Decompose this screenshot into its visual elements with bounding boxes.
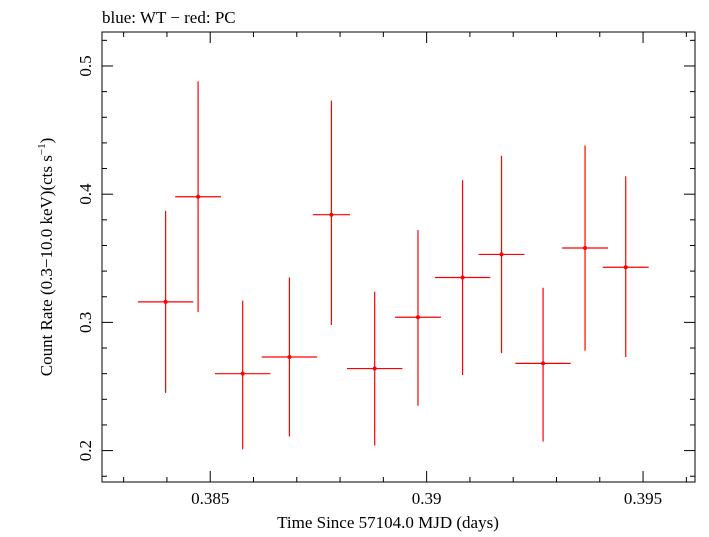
- data-point: [478, 155, 525, 354]
- point-marker: [372, 366, 377, 371]
- data-point: [515, 287, 571, 442]
- point-marker: [499, 252, 504, 257]
- data-point: [137, 210, 194, 393]
- data-point: [602, 176, 649, 357]
- point-marker: [583, 246, 588, 251]
- point-marker: [541, 361, 546, 366]
- minor-ticks: [102, 32, 695, 482]
- point-marker: [163, 299, 168, 304]
- data-layer: [137, 81, 649, 450]
- y-tick-label: 0.4: [76, 183, 95, 205]
- y-tick-label: 0.2: [76, 440, 95, 461]
- plot-frame: [101, 31, 696, 483]
- y-axis-label-superscript: −1: [36, 143, 48, 155]
- x-tick-label: 0.395: [624, 489, 662, 508]
- point-marker: [240, 371, 245, 376]
- y-axis-label: Count Rate (0.3−10.0 keV)(cts s−1): [36, 138, 56, 377]
- data-point: [261, 277, 318, 437]
- point-marker: [415, 315, 420, 320]
- chart-title: blue: WT − red: PC: [102, 8, 236, 27]
- point-marker: [287, 355, 292, 359]
- data-point: [312, 100, 351, 325]
- x-tick-label: 0.385: [191, 489, 229, 508]
- point-marker: [623, 265, 628, 270]
- major-ticks: [102, 32, 695, 482]
- data-point: [214, 300, 271, 450]
- data-point: [395, 230, 441, 406]
- data-point: [434, 180, 491, 375]
- tick-labels: 0.385 0.39 0.395 0.2 0.3 0.4 0.5: [76, 55, 662, 508]
- y-tick-label: 0.5: [76, 55, 95, 76]
- point-marker: [460, 275, 465, 280]
- x-tick-label: 0.39: [412, 489, 442, 508]
- point-marker: [196, 194, 201, 199]
- point-marker: [329, 212, 334, 217]
- data-point: [346, 291, 403, 446]
- y-axis-label-close: ): [37, 138, 56, 144]
- y-axis-label-main: Count Rate (0.3−10.0 keV)(cts s: [37, 155, 56, 376]
- y-tick-label: 0.3: [76, 312, 95, 333]
- data-point: [175, 81, 222, 313]
- x-axis-label: Time Since 57104.0 MJD (days): [277, 513, 499, 532]
- data-point: [562, 145, 608, 351]
